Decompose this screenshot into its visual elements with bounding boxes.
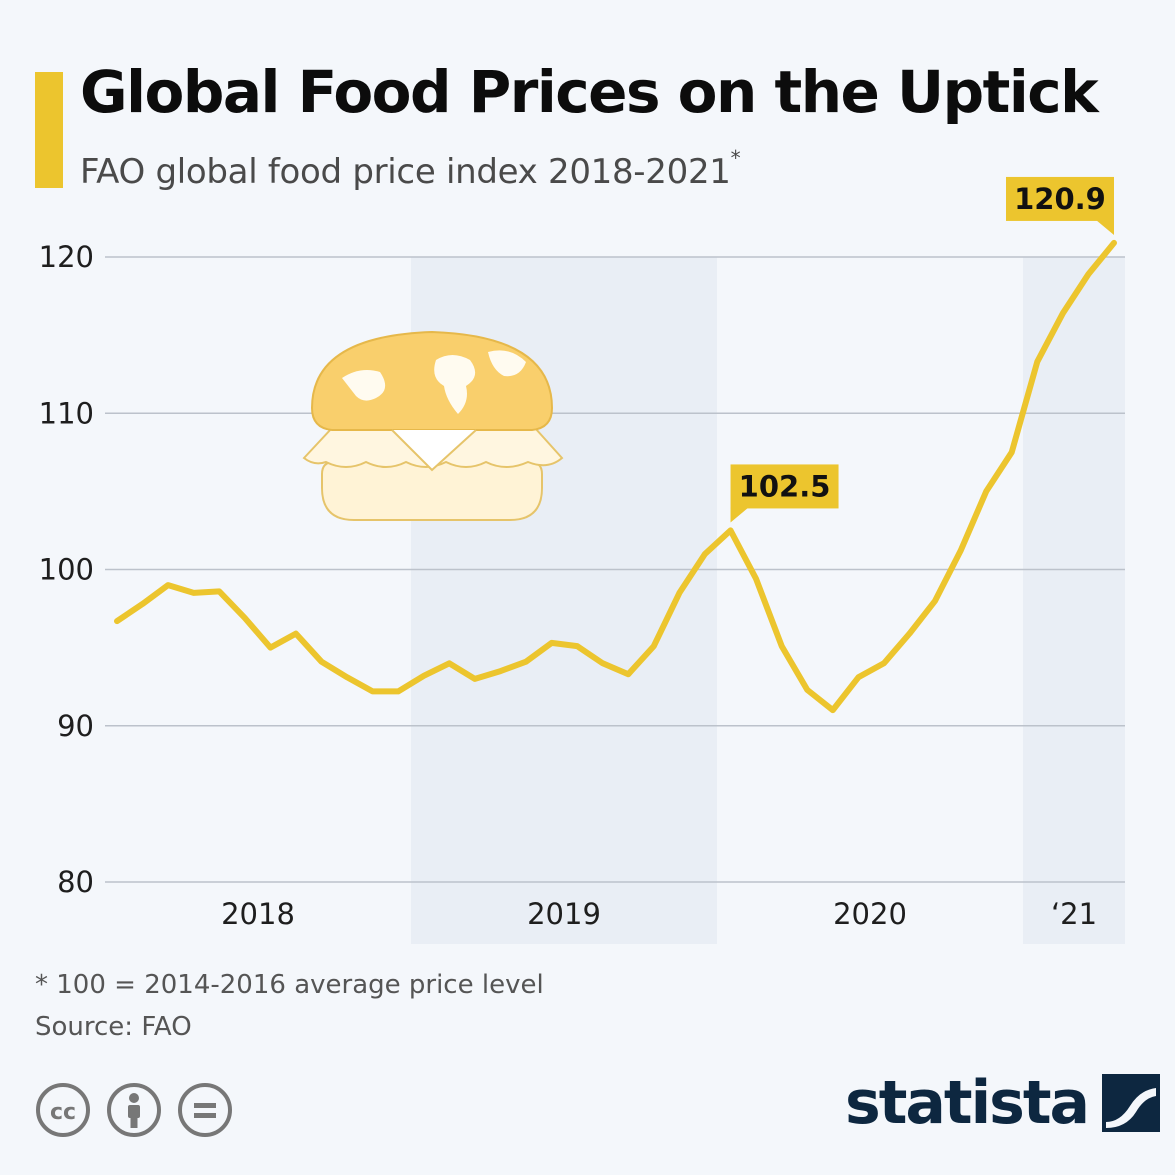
source-line: Source: FAO [35,1012,192,1042]
footnote: * 100 = 2014-2016 average price level [35,970,544,1000]
subtitle-text: FAO global food price index 2018-2021 [80,152,731,192]
series-line [114,239,1117,714]
accent-bar [35,72,63,188]
value-callout: 120.9 [1006,176,1114,235]
subtitle-footnote-marker: * [730,146,741,170]
no-derivatives-icon[interactable] [177,1082,233,1138]
callout-label: 102.5 [739,469,831,503]
callout-pointer [1096,219,1114,235]
callout-box [1006,176,1114,221]
chart-subtitle: FAO global food price index 2018-2021* [80,146,741,192]
callout-box [730,464,839,509]
value-callouts: 102.5 120.9 [730,176,1114,523]
y-axis-ticks: 80 90 100 110 120 [39,240,94,899]
statista-brand[interactable]: statista [845,1068,1161,1138]
callout-pointer [730,507,749,523]
burger-cheese [391,429,477,472]
x-year-label: 2020 [833,897,907,931]
x-axis-year-labels: 2018 2019 2020 ‘21 [221,897,1097,931]
statista-logo-icon [1102,1074,1161,1132]
callout-label: 120.9 [1014,182,1106,216]
y-tick-label: 110 [39,396,94,430]
brand-wordmark: statista [845,1068,1090,1138]
year-band [1023,257,1125,944]
y-tick-label: 100 [39,553,94,587]
cc-icon[interactable]: cc [35,1082,91,1138]
globe-continent [342,370,386,401]
y-tick-label: 120 [39,240,94,274]
value-callout: 102.5 [730,464,839,523]
x-year-label: 2019 [527,897,601,931]
globe-continent [434,355,476,414]
svg-text:cc: cc [50,1100,76,1125]
gridlines [105,256,1125,883]
burger-globe-illustration [302,330,564,521]
y-tick-label: 80 [57,865,94,899]
globe-continent [488,350,526,377]
y-tick-label: 90 [57,709,94,743]
x-year-label: 2018 [221,897,295,931]
year-bands [411,257,1125,944]
line-chart: 80 90 100 110 120 2018 2019 2020 ‘21 102.5 120.9 [39,176,1125,944]
person-icon[interactable] [106,1082,162,1138]
x-year-label: ‘21 [1051,897,1097,931]
chart-title: Global Food Prices on the Uptick [80,58,1099,126]
